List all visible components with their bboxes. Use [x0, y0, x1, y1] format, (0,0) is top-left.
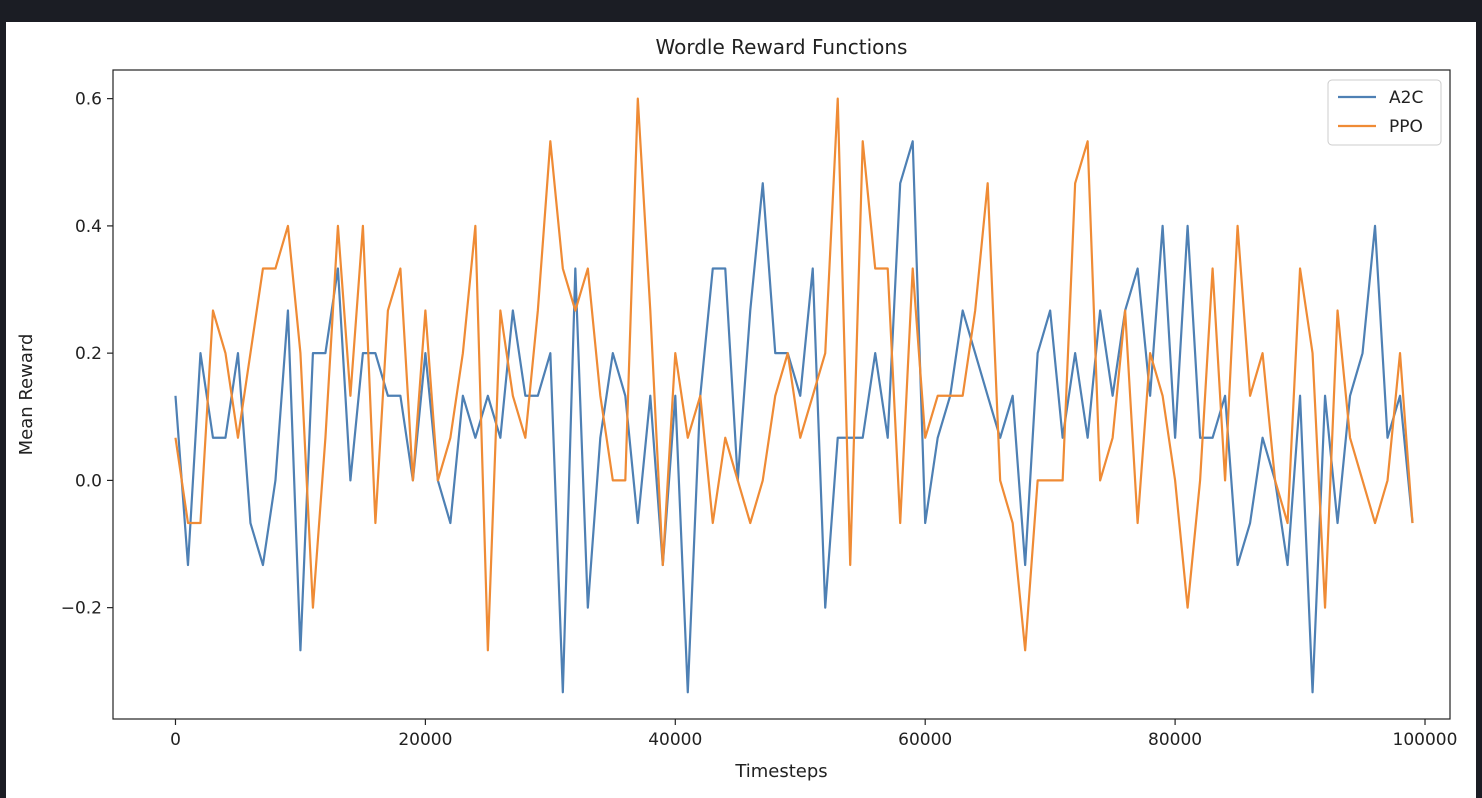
series-lines [174, 97, 1414, 694]
legend: A2C PPO [1327, 79, 1442, 146]
y-tick-label: 0.0 [75, 471, 102, 491]
x-tick-label: 80000 [1148, 730, 1202, 750]
y-tick-label: −0.2 [61, 599, 102, 619]
x-tick-label: 20000 [398, 730, 452, 750]
series-line-a2c [174, 140, 1414, 694]
x-tick-label: 0 [170, 730, 181, 750]
line-chart: Wordle Reward Functions 0 20000 40000 60000… [16, 35, 1457, 782]
y-tick-label: 0.6 [75, 90, 102, 110]
y-axis-title: Mean Reward [16, 334, 37, 456]
x-tick-label: 60000 [898, 730, 952, 750]
chart-frame: Wordle Reward Functions 0 20000 40000 60000… [6, 22, 1476, 798]
y-tick-label: 0.4 [75, 217, 102, 237]
series-line-ppo [174, 97, 1414, 652]
y-axis: −0.2 0.0 0.2 0.4 0.6 [61, 90, 113, 619]
x-tick-label: 40000 [648, 730, 702, 750]
chart-title: Wordle Reward Functions [656, 35, 908, 59]
y-tick-label: 0.2 [75, 344, 102, 364]
legend-label-a2c: A2C [1389, 88, 1423, 108]
plot-area-frame [112, 69, 1451, 720]
legend-label-ppo: PPO [1389, 117, 1423, 137]
x-axis: 0 20000 40000 60000 80000 100000 [170, 719, 1457, 750]
legend-box [1327, 79, 1442, 146]
x-axis-title: Timesteps [734, 761, 827, 782]
x-tick-label: 100000 [1393, 730, 1458, 750]
